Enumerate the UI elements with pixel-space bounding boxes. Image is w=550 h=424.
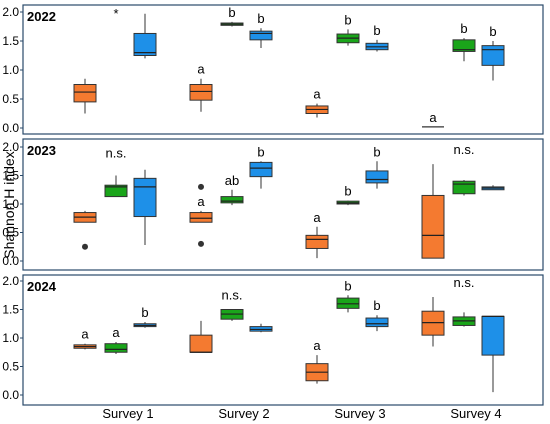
significance-label: a [112, 325, 120, 340]
significance-label: a [197, 194, 205, 209]
significance-label: b [489, 24, 496, 39]
box-body [365, 317, 389, 328]
y-tick-label: 2.0 [2, 5, 19, 19]
significance-label: n.s. [454, 142, 475, 157]
box-body [249, 161, 273, 178]
significance-label: a [429, 110, 437, 125]
y-tick-label: 1.0 [2, 197, 19, 211]
box-body [305, 234, 329, 249]
box-body [481, 45, 505, 66]
x-category-label: Survey 1 [102, 406, 153, 421]
significance-label: b [141, 305, 148, 320]
outlier-point [82, 243, 88, 250]
box-body [189, 334, 213, 353]
box-body [189, 84, 213, 101]
significance-label: b [373, 23, 380, 38]
significance-label: b [257, 11, 264, 26]
y-tick-label: 0.0 [2, 121, 19, 135]
panel-frame [22, 138, 544, 271]
significance-label: a [313, 338, 321, 353]
significance-label: a [197, 62, 205, 77]
box-body [481, 315, 505, 356]
y-tick-label: 2.0 [2, 274, 19, 288]
significance-label: b [257, 144, 264, 159]
x-category-label: Survey 4 [450, 406, 501, 421]
significance-label: a [313, 210, 321, 225]
y-tick-label: 1.5 [2, 169, 19, 183]
box-body [249, 30, 273, 41]
x-category-label: Survey 2 [218, 406, 269, 421]
y-tick-label: 0.5 [2, 360, 19, 374]
y-tick-label: 0.0 [2, 388, 19, 402]
box-body [133, 32, 157, 56]
significance-label: a [81, 327, 89, 342]
significance-label: b [228, 5, 235, 20]
significance-label: b [460, 21, 467, 36]
x-category-label: Survey 3 [334, 406, 385, 421]
significance-label: ab [225, 173, 239, 188]
box-body [189, 212, 213, 223]
significance-label: b [344, 278, 351, 293]
outlier-point [198, 240, 204, 247]
box-body [421, 194, 445, 259]
panel-2022: 0.0 0.5 1.0 1.5 2.0 2022 * a b b a b b a b b [2, 4, 544, 135]
y-tick-label: 1.5 [2, 303, 19, 317]
panel-frame [22, 274, 544, 406]
y-tick-label: 0.5 [2, 92, 19, 106]
significance-label: b [344, 184, 351, 199]
y-tick-label: 0.5 [2, 226, 19, 240]
significance-label: b [373, 144, 380, 159]
box-body [104, 184, 128, 198]
box-body [452, 180, 476, 195]
significance-label: a [313, 87, 321, 102]
y-tick-label: 1.0 [2, 63, 19, 77]
significance-label: * [113, 6, 118, 21]
y-tick-label: 1.5 [2, 34, 19, 48]
panel-year-label: 2022 [27, 9, 56, 24]
box-body [365, 170, 389, 184]
y-tick-label: 0.0 [2, 254, 19, 268]
y-tick-label: 2.0 [2, 140, 19, 154]
significance-label: n.s. [222, 288, 243, 303]
panel-year-label: 2023 [27, 143, 56, 158]
y-tick-label: 1.0 [2, 331, 19, 345]
box-body [104, 343, 128, 353]
box-body [220, 196, 244, 204]
significance-label: n.s. [106, 145, 127, 160]
significance-label: b [344, 12, 351, 27]
outlier-point [198, 183, 204, 190]
significance-label: n.s. [454, 275, 475, 290]
box-body [73, 84, 97, 103]
box-body [452, 39, 476, 52]
significance-label: b [373, 298, 380, 313]
panel-2024: 0.0 0.5 1.0 1.5 2.0 2024 a a b n.s. a b b n.s. [2, 274, 544, 406]
y-axis-label: Shannon H index [1, 151, 17, 258]
panel-year-label: 2024 [27, 279, 57, 294]
box-body [133, 177, 157, 218]
